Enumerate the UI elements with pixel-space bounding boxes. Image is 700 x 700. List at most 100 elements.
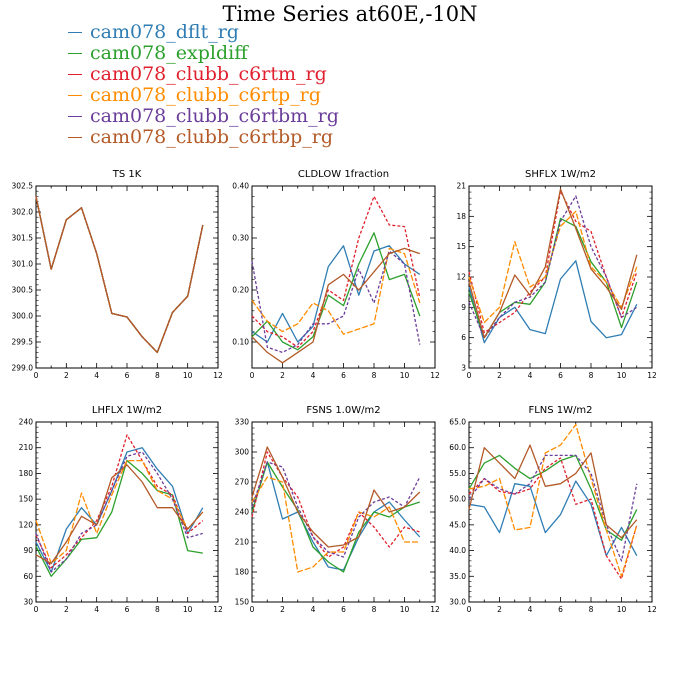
chart-title: TS 1K [112, 169, 142, 180]
series-line [468, 423, 638, 577]
x-tick-label: 6 [558, 371, 563, 380]
legend-swatch [68, 53, 82, 54]
legend-label: cam078_dflt_rg [90, 21, 239, 43]
x-tick-label: 2 [497, 605, 502, 614]
plot-frame [468, 421, 653, 603]
x-tick-label: 4 [311, 371, 316, 380]
series-line [468, 190, 638, 334]
series-line [251, 476, 420, 573]
x-tick-label: 0 [250, 605, 255, 614]
y-tick-label: 180 [19, 469, 34, 478]
y-tick-label: 55.0 [449, 469, 466, 478]
y-tick-label: 302.0 [12, 208, 34, 217]
x-tick-label: 6 [341, 605, 346, 614]
x-tick-label: 4 [94, 605, 99, 614]
y-tick-label: 6 [461, 333, 466, 342]
chart-panel: FLNS 1W/m2 0 2 4 6 8 10 12 30.0 35.0 40.0 45.0 50.0 5… [449, 405, 657, 614]
chart-title: FLNS 1W/m2 [528, 405, 592, 416]
series-line [251, 232, 421, 351]
y-tick-label: 9 [461, 303, 466, 312]
x-tick-label: 0 [467, 371, 472, 380]
series-line [251, 247, 421, 364]
chart-panel: TS 1K 0 2 4 6 8 10 12 299.0 299.5 300.0 300.5 301.0 3… [12, 169, 223, 380]
x-tick-label: 8 [372, 371, 377, 380]
x-tick-label: 4 [311, 605, 316, 614]
y-tick-label: 150 [235, 598, 250, 607]
y-tick-label: 40.0 [449, 546, 466, 555]
x-tick-label: 8 [155, 371, 160, 380]
series-line [251, 195, 421, 348]
plot-frame [251, 421, 436, 603]
series-line [251, 461, 421, 558]
x-tick-label: 10 [617, 605, 627, 614]
series-line [468, 210, 638, 324]
y-tick-label: 35.0 [449, 572, 466, 581]
x-tick-label: 12 [647, 605, 657, 614]
y-tick-label: 300.0 [12, 312, 34, 321]
chart-panel: CLDLOW 1fraction 0 2 4 6 8 10 12 0.10 0.20 0.30 0.4… [232, 169, 440, 380]
chart-title: LHFLX 1W/m2 [92, 405, 162, 416]
y-tick-label: 90 [23, 546, 33, 555]
y-tick-label: 50.0 [449, 495, 466, 504]
y-tick-label: 0.20 [232, 286, 249, 295]
x-tick-label: 12 [647, 371, 657, 380]
legend-item: cam078_clubb_c6rtm_rg [68, 64, 339, 85]
y-tick-label: 301.5 [12, 234, 34, 243]
series-line [35, 196, 204, 354]
y-tick-label: 302.5 [12, 182, 34, 191]
y-tick-label: 60 [23, 572, 33, 581]
y-tick-label: 45.0 [449, 520, 466, 529]
series-line [35, 459, 204, 565]
y-tick-label: 65.0 [449, 418, 466, 427]
y-tick-label: 300.5 [12, 286, 34, 295]
series-line [35, 196, 204, 354]
x-tick-label: 4 [528, 371, 533, 380]
y-tick-label: 120 [19, 520, 34, 529]
x-tick-label: 2 [64, 371, 69, 380]
x-tick-label: 10 [617, 371, 627, 380]
chart-panel: SHFLX 1W/m2 0 2 4 6 8 10 12 3 6 9 12 15 18 21 [456, 169, 657, 380]
series-line [468, 195, 638, 339]
chart-title: SHFLX 1W/m2 [525, 169, 596, 180]
y-tick-label: 0.10 [232, 338, 249, 347]
x-tick-label: 0 [34, 605, 39, 614]
x-tick-label: 4 [94, 371, 99, 380]
chart-panel: FSNS 1.0W/m2 0 2 4 6 8 10 12 150 180 210 240 270 300 3… [235, 405, 440, 614]
series-line [35, 196, 204, 354]
y-tick-label: 18 [456, 212, 466, 221]
x-tick-label: 2 [280, 371, 285, 380]
chart-panel: LHFLX 1W/m2 0 2 4 6 8 10 12 30 60 90 120 150 180 210 24… [19, 405, 223, 614]
legend-swatch [68, 32, 82, 33]
x-tick-label: 10 [400, 605, 410, 614]
x-tick-label: 2 [64, 605, 69, 614]
y-tick-label: 0.30 [232, 234, 249, 243]
legend-label: cam078_clubb_c6rtbm_rg [90, 105, 339, 127]
x-tick-label: 4 [528, 605, 533, 614]
series-line [35, 434, 204, 569]
y-tick-label: 21 [456, 182, 466, 191]
series-line [468, 454, 638, 562]
legend-swatch [68, 74, 82, 75]
legend-item: cam078_clubb_c6rtbm_rg [68, 106, 339, 127]
y-tick-label: 15 [456, 242, 466, 251]
y-tick-label: 270 [235, 478, 250, 487]
y-tick-label: 299.5 [12, 338, 34, 347]
x-tick-label: 2 [497, 371, 502, 380]
y-tick-label: 30.0 [449, 598, 466, 607]
x-tick-label: 2 [280, 605, 285, 614]
series-line [251, 461, 421, 571]
series-line [251, 446, 421, 548]
plot-frame [35, 421, 219, 603]
series-line [35, 464, 204, 565]
legend-label: cam078_clubb_c6rtbp_rg [90, 126, 334, 148]
legend-swatch [68, 137, 82, 138]
y-tick-label: 12 [456, 273, 466, 282]
x-tick-label: 0 [34, 371, 39, 380]
legend-label: cam078_clubb_c6rtp_rg [90, 84, 321, 106]
y-tick-label: 301.0 [12, 260, 34, 269]
legend-item: cam078_clubb_c6rtp_rg [68, 85, 339, 106]
chart-title: FSNS 1.0W/m2 [306, 405, 380, 416]
y-tick-label: 210 [235, 538, 250, 547]
series-line [35, 196, 204, 354]
